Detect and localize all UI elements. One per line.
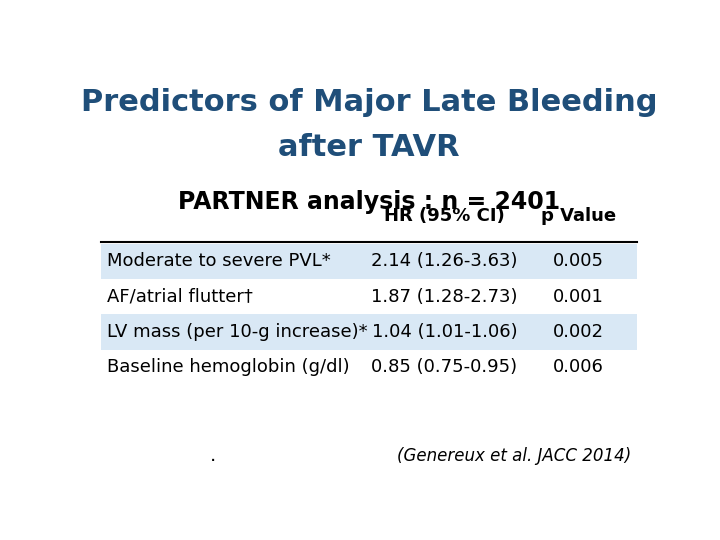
Text: 0.002: 0.002 [553,323,604,341]
Text: 0.005: 0.005 [553,252,604,270]
Bar [101,244,636,279]
Text: 0.001: 0.001 [553,288,603,306]
Text: .: . [210,446,216,465]
Text: LV mass (per 10-g increase)*: LV mass (per 10-g increase)* [107,323,367,341]
Text: Predictors of Major Late Bleeding: Predictors of Major Late Bleeding [81,87,657,117]
Text: p Value: p Value [541,207,616,225]
Bar [101,279,636,314]
Bar [101,314,636,349]
Text: Moderate to severe PVL*: Moderate to severe PVL* [107,252,330,270]
Text: AF/atrial flutter†: AF/atrial flutter† [107,288,253,306]
Text: 1.87 (1.28-2.73): 1.87 (1.28-2.73) [371,288,518,306]
Text: after TAVR: after TAVR [278,133,460,163]
Text: 0.006: 0.006 [553,359,603,376]
Bar [101,349,636,385]
Text: 0.85 (0.75-0.95): 0.85 (0.75-0.95) [372,359,518,376]
Text: PARTNER analysis : n = 2401: PARTNER analysis : n = 2401 [178,190,560,214]
Text: HR (95% CI): HR (95% CI) [384,207,505,225]
Text: (Genereux et al. JACC 2014): (Genereux et al. JACC 2014) [397,447,631,464]
Text: 1.04 (1.01-1.06): 1.04 (1.01-1.06) [372,323,517,341]
Text: 2.14 (1.26-3.63): 2.14 (1.26-3.63) [371,252,518,270]
Text: Baseline hemoglobin (g/dl): Baseline hemoglobin (g/dl) [107,359,349,376]
